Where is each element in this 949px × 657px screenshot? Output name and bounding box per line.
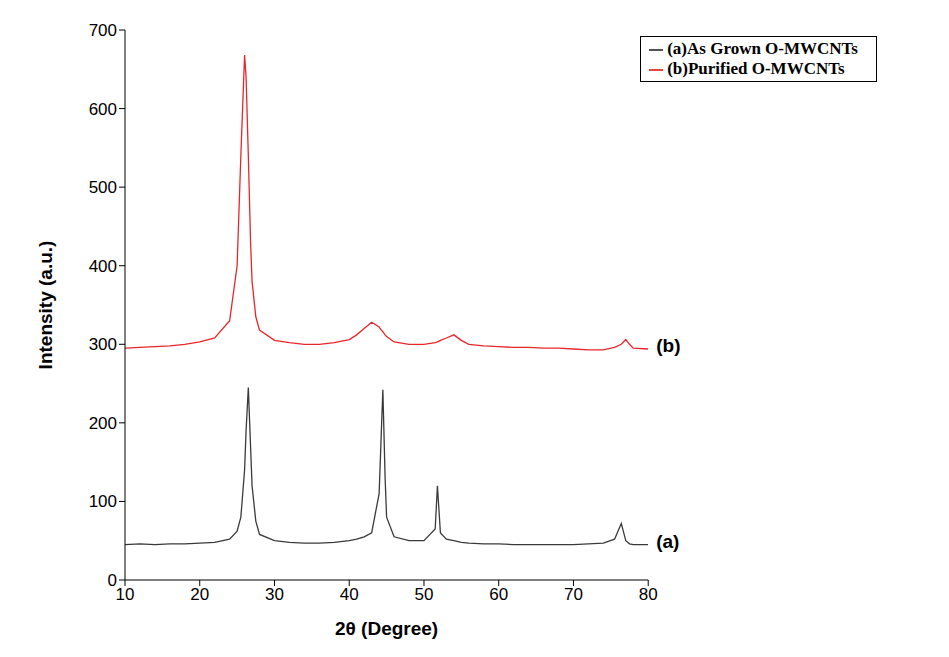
html-text:(b)Purified O-MWCNTs: (b)Purified O-MWCNTs [667,59,845,78]
svg-text:20: 20 [190,585,209,604]
svg-text:100: 100 [89,492,117,511]
svg-text:0: 0 [108,571,117,590]
svg-text:(a): (a) [656,531,679,552]
svg-text:2θ (Degree): 2θ (Degree) [335,618,438,639]
svg-text:50: 50 [415,585,434,604]
svg-text:700: 700 [89,21,117,40]
svg-text:(b): (b) [656,335,680,356]
svg-text:400: 400 [89,257,117,276]
svg-text:600: 600 [89,100,117,119]
svg-text:Intensity (a.u.): Intensity (a.u.) [35,241,56,370]
svg-text:500: 500 [89,178,117,197]
svg-text:200: 200 [89,414,117,433]
svg-text:60: 60 [489,585,508,604]
svg-text:80: 80 [639,585,658,604]
svg-text:300: 300 [89,335,117,354]
svg-text:40: 40 [340,585,359,604]
html-text:(a)As Grown O-MWCNTs: (a)As Grown O-MWCNTs [667,39,858,58]
svg-text:30: 30 [265,585,284,604]
svg-text:70: 70 [564,585,583,604]
svg-text:10: 10 [116,585,135,604]
